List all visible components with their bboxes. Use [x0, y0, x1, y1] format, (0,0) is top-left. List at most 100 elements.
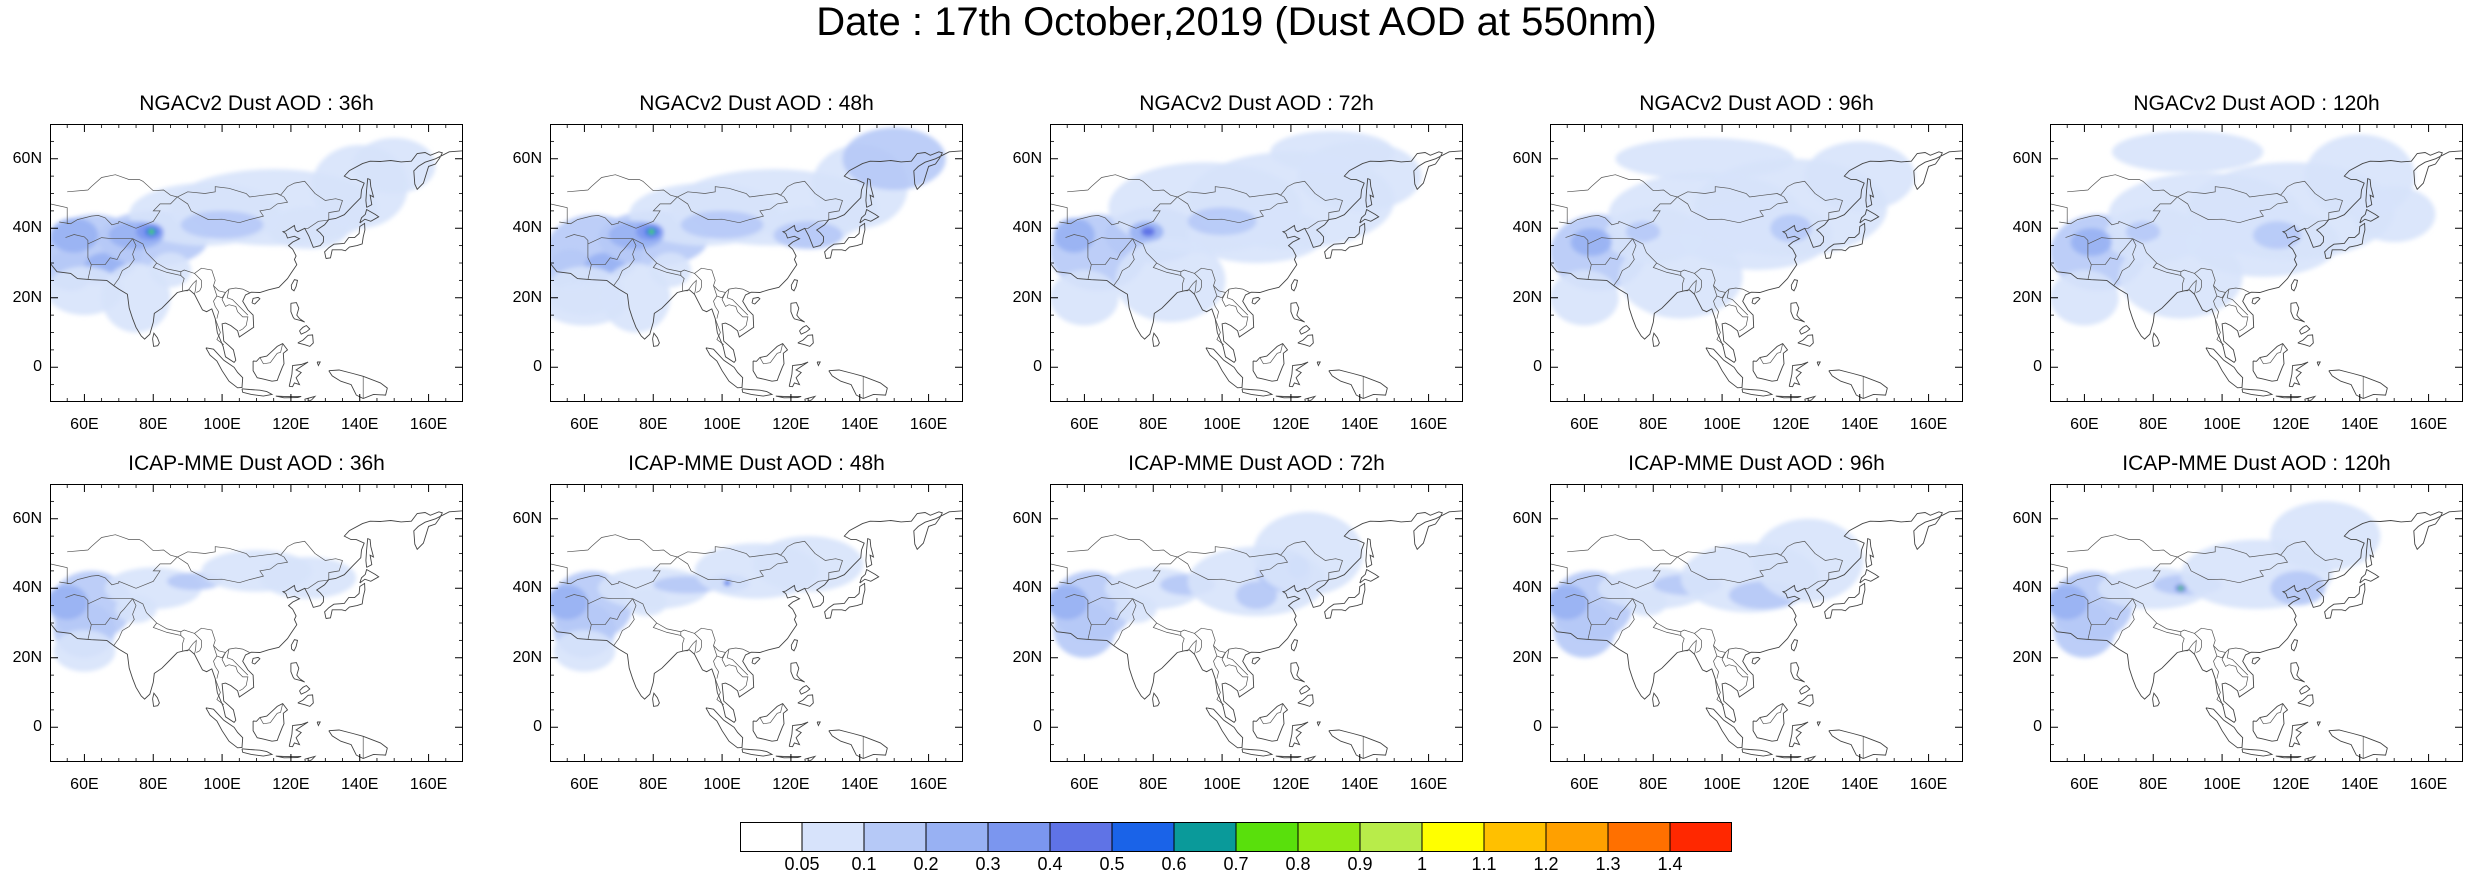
- country-border: [1721, 292, 1749, 332]
- coastline: [241, 388, 274, 397]
- country-border: [1613, 598, 1637, 646]
- coastline: [251, 296, 261, 305]
- dust-field: [550, 127, 946, 333]
- coastline: [1050, 150, 1463, 363]
- country-border: [550, 563, 571, 585]
- dust-plume: [2050, 584, 2088, 620]
- coastline: [2050, 150, 2463, 363]
- coastline: [824, 222, 866, 259]
- x-tick-label: 80E: [639, 416, 668, 433]
- country-border: [1587, 237, 1634, 266]
- colorbar-box: [1669, 822, 1732, 852]
- coastline: [652, 692, 660, 707]
- country-border: [1652, 262, 1682, 276]
- coastline: [290, 639, 299, 652]
- coastline: [816, 361, 821, 367]
- colorbar-label: 0.2: [913, 854, 939, 874]
- coastline: [799, 684, 811, 695]
- coastline: [2251, 296, 2261, 305]
- x-tick-label: 120E: [2272, 776, 2310, 793]
- colorbar-label: 0.05: [784, 854, 820, 874]
- x-tick-label: 160E: [409, 416, 448, 433]
- dust-plume: [115, 595, 157, 623]
- dust-plume: [1550, 584, 1588, 620]
- country-border: [680, 635, 697, 655]
- country-border: [2177, 553, 2289, 584]
- x-tick-label: 60E: [1570, 776, 1599, 793]
- dust-aod-map: [50, 484, 463, 762]
- coastline: [1859, 208, 1880, 224]
- dust-plume: [550, 584, 588, 620]
- dust-plume: [842, 127, 946, 191]
- country-border: [1118, 180, 1343, 229]
- coastline: [205, 347, 244, 389]
- coastline: [152, 332, 160, 347]
- country-border: [1567, 174, 1678, 198]
- coastline: [790, 279, 799, 292]
- coastline: [1790, 662, 1805, 683]
- coastline: [1788, 721, 1809, 748]
- coastline: [50, 150, 463, 363]
- country-border: [67, 174, 178, 198]
- country-border: [565, 234, 589, 244]
- x-tick-label: 140E: [341, 776, 379, 793]
- colorbar-box: [1297, 822, 1361, 852]
- country-border: [1259, 703, 1284, 725]
- dust-plume: [1625, 221, 1661, 243]
- country-border: [1226, 289, 1249, 316]
- coastline: [1328, 729, 1388, 759]
- x-tick-label: 100E: [2203, 776, 2241, 793]
- x-tick-label: 140E: [1841, 416, 1879, 433]
- dust-plume: [2111, 130, 2264, 173]
- colorbar-box: [1359, 822, 1423, 852]
- colorbar-box: [1483, 822, 1547, 852]
- y-tick-label: 0: [1033, 718, 1042, 736]
- coastline: [316, 721, 321, 727]
- country-border: [694, 273, 702, 293]
- country-border: [1677, 193, 1789, 224]
- country-border: [1221, 292, 1249, 332]
- dust-plume: [1804, 141, 1915, 211]
- coastline: [1205, 347, 1244, 389]
- coastline: [1241, 748, 1274, 757]
- x-tick-label: 140E: [1341, 416, 1379, 433]
- country-border: [713, 285, 726, 299]
- country-border: [1714, 678, 1725, 705]
- coastline: [2328, 729, 2388, 759]
- coastline: [2241, 748, 2274, 757]
- dust-plume: [1625, 588, 1668, 617]
- x-tick-label: 100E: [1703, 776, 1741, 793]
- country-border: [1132, 598, 1250, 653]
- country-border: [87, 243, 92, 280]
- coastline: [2288, 361, 2309, 388]
- coastline: [1251, 296, 1261, 305]
- coastline: [275, 755, 302, 759]
- country-border: [87, 237, 134, 266]
- coastline: [328, 729, 388, 759]
- coastline: [775, 395, 802, 399]
- x-tick-label: 80E: [639, 776, 668, 793]
- country-border: [2213, 285, 2226, 299]
- coastline: [1790, 302, 1805, 323]
- country-border: [1059, 575, 1120, 586]
- country-border: [1726, 649, 1749, 676]
- country-border: [194, 633, 202, 653]
- panel-title: NGACv2 Dust AOD : 48h: [639, 92, 874, 115]
- dust-plume: [352, 137, 436, 194]
- coastline: [2359, 208, 2380, 224]
- coastline: [251, 656, 261, 665]
- country-border: [1059, 215, 1120, 226]
- country-border: [87, 597, 134, 626]
- coastline: [1251, 656, 1261, 665]
- country-border: [213, 655, 219, 679]
- coastline: [1359, 208, 1380, 224]
- country-border: [652, 622, 682, 636]
- country-border: [1213, 295, 1219, 319]
- dust-plume: [53, 629, 116, 672]
- country-border: [194, 273, 202, 293]
- x-tick-label: 100E: [703, 416, 741, 433]
- coastline: [152, 692, 160, 707]
- country-border: [559, 215, 620, 226]
- dust-plume: [1615, 137, 1795, 180]
- country-border: [2221, 652, 2249, 692]
